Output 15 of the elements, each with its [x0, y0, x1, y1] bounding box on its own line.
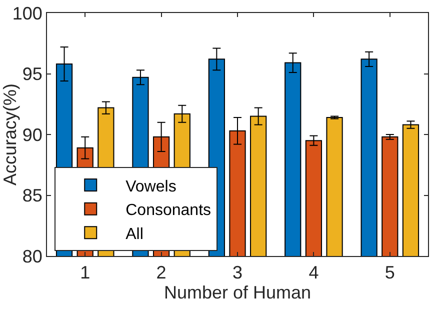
x-tick-label: 3 — [232, 262, 243, 283]
y-tick-label: 95 — [22, 64, 42, 84]
y-tick-label: 85 — [22, 186, 42, 206]
x-tick-label: 5 — [384, 262, 395, 283]
x-axis-title: Number of Human — [164, 282, 312, 303]
y-axis-title: Accuracy(%) — [0, 83, 20, 186]
x-tick-label: 2 — [156, 262, 166, 283]
y-tick-label: 90 — [22, 124, 42, 145]
legend-label: Vowels — [126, 178, 176, 196]
legend-label: Consonants — [126, 202, 212, 220]
x-tick-label: 1 — [80, 262, 90, 283]
x-tick-label: 4 — [308, 262, 319, 283]
legend-label: All — [126, 226, 144, 243]
y-tick-label: 100 — [12, 3, 42, 24]
y-tick-label: 80 — [22, 246, 42, 266]
